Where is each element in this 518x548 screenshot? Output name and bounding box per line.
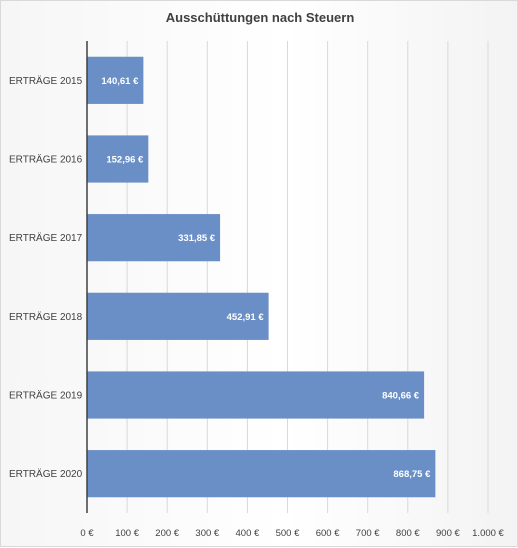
bar	[87, 214, 221, 262]
bar-value-label: 452,91 €	[227, 312, 265, 323]
x-tick-label: 400 €	[236, 528, 260, 539]
x-tick-label: 300 €	[195, 528, 219, 539]
x-tick-label: 600 €	[316, 528, 340, 539]
category-label: ERTRÄGE 2019	[9, 390, 83, 402]
axes: 0 € 100 € 200 € 300 € 400 € 500 € 600 € 700 € 80…	[9, 41, 505, 539]
category-label: ERTRÄGE 2016	[9, 154, 83, 166]
bar	[87, 292, 269, 340]
x-tick-label: 100 €	[115, 528, 139, 539]
bar-value-label: 140,61 €	[101, 76, 139, 87]
x-tick-label: 200 €	[155, 528, 179, 539]
bar-value-label: 868,75 €	[393, 469, 431, 480]
bar	[87, 450, 436, 498]
x-tick-label: 800 €	[396, 528, 420, 539]
bar	[87, 371, 425, 419]
category-label: ERTRÄGE 2015	[9, 75, 83, 87]
x-tick-label: 500 €	[276, 528, 300, 539]
category-label: ERTRÄGE 2020	[9, 468, 83, 480]
bars: 140,61 € 152,96 € 331,85 € 452,91 € 840,66 €…	[87, 56, 436, 498]
bar	[87, 135, 149, 183]
category-label: ERTRÄGE 2017	[9, 232, 83, 244]
x-tick-label: 700 €	[356, 528, 380, 539]
x-tick-label: 900 €	[436, 528, 460, 539]
chart-title: Ausschüttungen nach Steuern	[166, 10, 355, 25]
x-tick-label: 1.000 €	[472, 528, 504, 539]
bar-value-label: 152,96 €	[106, 155, 144, 166]
x-tick-label: 0 €	[80, 528, 94, 539]
category-label: ERTRÄGE 2018	[9, 311, 83, 323]
bar	[87, 56, 144, 104]
grid-lines	[126, 41, 489, 513]
bar-value-label: 840,66 €	[382, 391, 420, 402]
bar-value-label: 331,85 €	[178, 233, 216, 244]
